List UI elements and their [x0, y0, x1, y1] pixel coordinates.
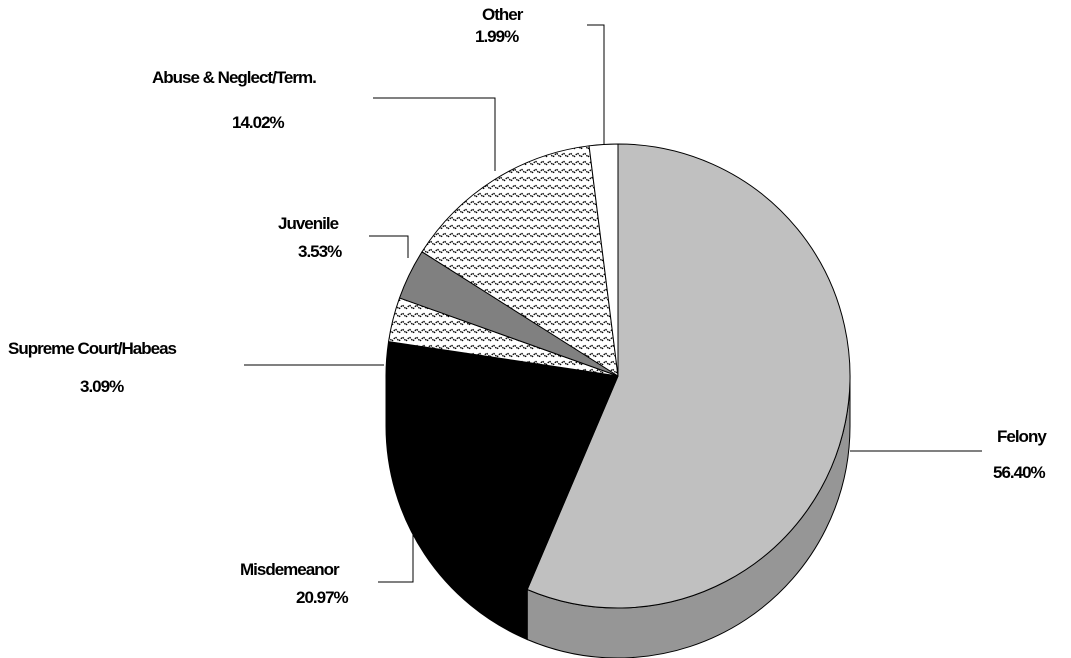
slice-name-misdemeanor: Misdemeanor [240, 560, 340, 579]
slice-name-abuse-neglect: Abuse & Neglect/Term. [152, 68, 316, 87]
leader-line-abuse-neglect [373, 97, 496, 171]
leader-lines [244, 24, 982, 583]
slice-name-felony: Felony [997, 427, 1047, 446]
slice-percent-juvenile: 3.53% [298, 242, 342, 261]
slice-percent-supreme-court-habeas: 3.09% [80, 377, 124, 396]
slice-percent-other: 1.99% [475, 27, 519, 46]
slice-name-other: Other [482, 5, 524, 24]
slice-labels: Other 1.99% Abuse & Neglect/Term. 14.02%… [8, 5, 1048, 607]
slice-name-supreme-court-habeas: Supreme Court/Habeas [8, 339, 177, 358]
slice-misdemeanor [385, 341, 619, 590]
leader-line-other [587, 24, 605, 145]
leader-line-juvenile [369, 235, 409, 258]
leader-line-misdemeanor [378, 533, 414, 583]
slice-felony [526, 143, 851, 609]
slice-abuse-neglect-term [421, 145, 619, 377]
slice-percent-felony: 56.40% [993, 463, 1046, 482]
slice-percent-misdemeanor: 20.97% [296, 588, 349, 607]
slice-name-juvenile: Juvenile [278, 214, 339, 233]
slice-percent-abuse-neglect: 14.02% [232, 113, 285, 132]
pie-slices [385, 143, 851, 609]
